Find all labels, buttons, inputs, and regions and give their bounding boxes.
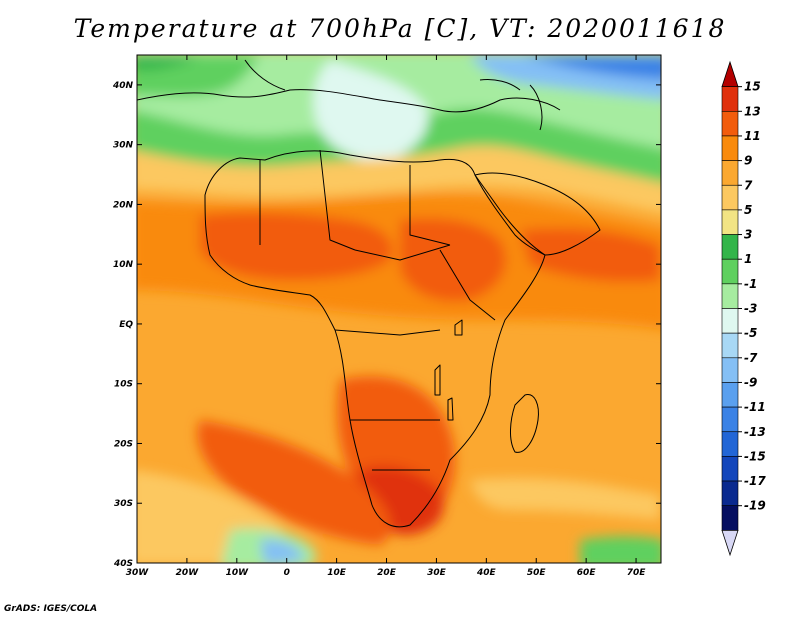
lat-tick-label: 40N bbox=[112, 81, 134, 91]
colorbar-segment bbox=[721, 184, 739, 211]
lat-tick-label: 20S bbox=[114, 439, 133, 449]
lon-tick-label: 10E bbox=[327, 568, 347, 578]
colorbar-segment bbox=[721, 111, 739, 137]
lon-tick-label: 70E bbox=[627, 568, 647, 578]
colorbar-segment bbox=[721, 431, 739, 457]
lat-tick-label: 40S bbox=[113, 559, 133, 569]
colorbar-label: -19 bbox=[744, 499, 766, 513]
temperature-field bbox=[137, 55, 661, 563]
plot-frame bbox=[136, 54, 662, 564]
colorbar: 15 13 11 9 7 5 3 1 -1 -3 -5 -7 -9 -11 -13 -15 -17 -19 bbox=[721, 60, 766, 557]
lat-tick-label: EQ bbox=[119, 320, 133, 330]
colorbar-label: -7 bbox=[744, 351, 758, 365]
lon-tick-label: 60E bbox=[577, 568, 597, 578]
colorbar-label: 3 bbox=[744, 228, 752, 242]
colorbar-top-arrow bbox=[721, 60, 739, 88]
colorbar-segment bbox=[721, 135, 739, 161]
colorbar-label: -15 bbox=[744, 449, 766, 463]
page-title: Temperature at 700hPa [C], VT: 202001161… bbox=[73, 14, 727, 43]
colorbar-label: 5 bbox=[744, 203, 752, 217]
colorbar-label: -13 bbox=[744, 425, 766, 439]
lon-tick-label: 0 bbox=[284, 568, 290, 578]
colorbar-segment bbox=[721, 308, 739, 334]
colorbar-label: 15 bbox=[744, 80, 761, 94]
colorbar-label: 13 bbox=[744, 104, 761, 118]
colorbar-segment bbox=[721, 382, 739, 408]
colorbar-segment bbox=[721, 480, 739, 506]
lon-tick-label: 30E bbox=[427, 568, 447, 578]
coastline-outlines bbox=[137, 59, 601, 528]
colorbar-label: 9 bbox=[744, 154, 752, 168]
colorbar-segment bbox=[721, 86, 739, 112]
colorbar-label: -9 bbox=[744, 375, 757, 389]
colorbar-label: -11 bbox=[744, 400, 766, 414]
lon-tick-label: 10W bbox=[226, 568, 250, 578]
colorbar-segment bbox=[721, 258, 739, 285]
colorbar-segment bbox=[721, 234, 739, 260]
colorbar-segment bbox=[721, 209, 739, 235]
lon-tick-label: 20W bbox=[176, 568, 200, 578]
latitude-axis: 40N 30N 20N 10N EQ 10S 20S 30S 40S bbox=[112, 81, 661, 569]
colorbar-segment bbox=[721, 283, 739, 309]
lat-tick-label: 10S bbox=[114, 380, 133, 390]
longitude-axis: 30W 20W 10W 0 10E 20E 30E 40E 50E 60E 70E bbox=[126, 55, 646, 578]
grads-credit: GrADS: IGES/COLA bbox=[4, 604, 98, 614]
colorbar-segment bbox=[721, 357, 739, 383]
colorbar-label: -17 bbox=[744, 474, 766, 488]
colorbar-label: -3 bbox=[744, 302, 757, 316]
colorbar-segment bbox=[721, 332, 739, 359]
lat-tick-label: 30N bbox=[113, 141, 134, 151]
colorbar-label: 1 bbox=[744, 252, 752, 266]
colorbar-label: 11 bbox=[744, 129, 761, 143]
colorbar-label: 7 bbox=[744, 178, 753, 192]
colorbar-segment bbox=[721, 406, 739, 433]
lon-tick-label: 40E bbox=[476, 568, 497, 578]
colorbar-label: -1 bbox=[744, 277, 757, 291]
colorbar-segment bbox=[721, 160, 739, 186]
colorbar-label: -5 bbox=[744, 326, 757, 340]
lat-tick-label: 10N bbox=[113, 260, 134, 270]
lon-tick-label: 30W bbox=[126, 568, 150, 578]
colorbar-segment bbox=[721, 456, 739, 482]
colorbar-bottom-arrow bbox=[721, 529, 739, 557]
lon-tick-label: 50E bbox=[527, 568, 547, 578]
lon-tick-label: 20E bbox=[377, 568, 397, 578]
lat-tick-label: 20N bbox=[113, 200, 134, 210]
colorbar-segment bbox=[721, 505, 739, 531]
lat-tick-label: 30S bbox=[114, 499, 133, 509]
